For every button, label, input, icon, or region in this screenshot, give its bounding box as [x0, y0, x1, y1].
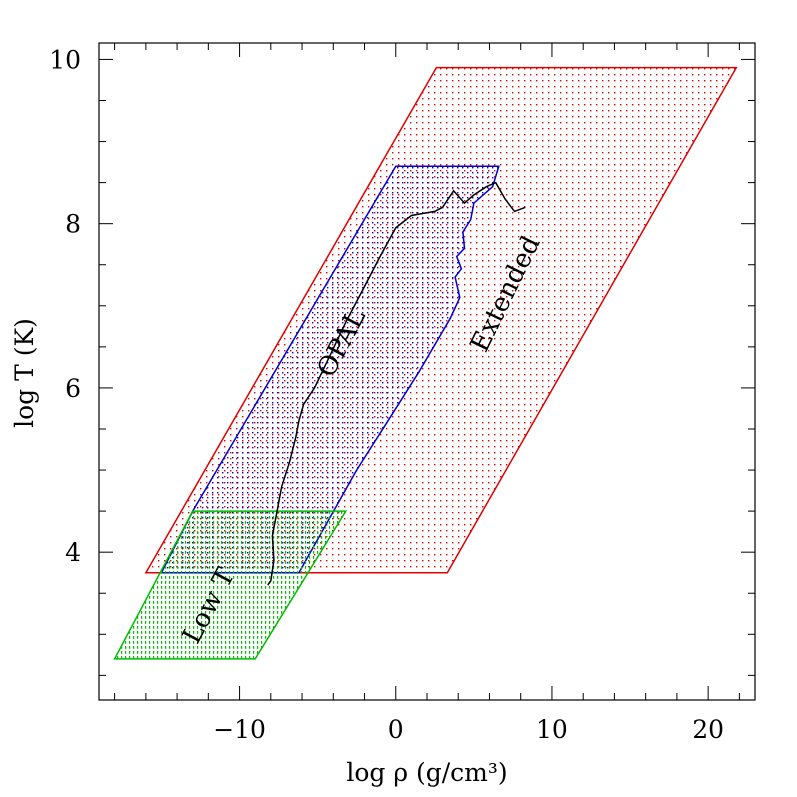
- x-axis-title: log ρ (g/cm³): [346, 758, 507, 787]
- axis-ticks: [99, 43, 755, 700]
- y-axis-title: log T (K): [10, 318, 39, 428]
- region-low-t: [113, 510, 348, 660]
- y-tick-labels: 4 6 8 10: [49, 45, 81, 567]
- x-tick-label: −10: [213, 715, 266, 744]
- x-tick-labels: −10 0 10 20: [213, 715, 724, 744]
- y-tick-label: 4: [65, 538, 81, 567]
- y-tick-label: 8: [65, 210, 81, 239]
- x-tick-label: 0: [388, 715, 404, 744]
- x-tick-label: 20: [692, 715, 724, 744]
- track-curve: [267, 181, 526, 586]
- regions-layer: [113, 66, 738, 660]
- y-tick-label: 10: [49, 45, 81, 74]
- region-opal: [160, 165, 500, 574]
- curve-layer: [267, 181, 526, 586]
- x-tick-label: 10: [536, 715, 568, 744]
- y-tick-label: 6: [65, 374, 81, 403]
